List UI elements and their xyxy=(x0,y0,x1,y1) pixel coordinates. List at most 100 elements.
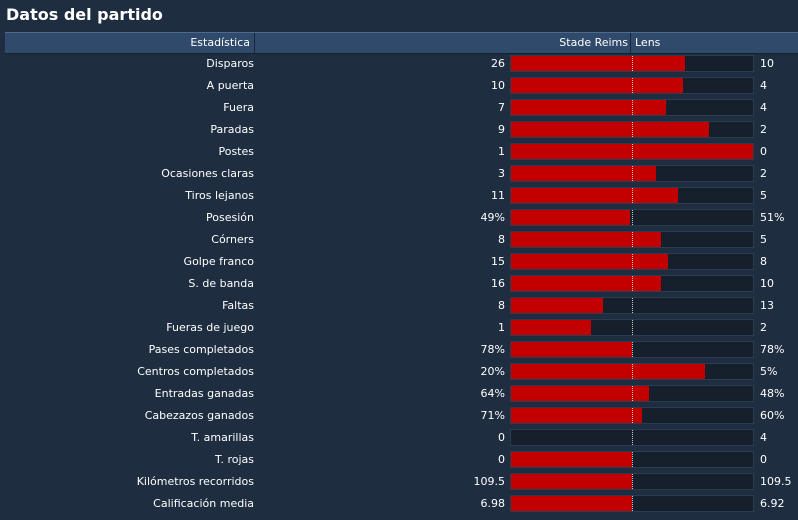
home-share-fill xyxy=(511,100,666,115)
stat-row: Entradas ganadas 64% 48% xyxy=(0,383,798,405)
stat-label: Córners xyxy=(211,233,254,246)
away-value: 5 xyxy=(760,233,767,246)
stat-row: Fuera 7 4 xyxy=(0,97,798,119)
midpoint-marker xyxy=(632,342,633,357)
comparison-bar xyxy=(510,297,754,314)
stat-label: Pases completados xyxy=(148,343,254,356)
midpoint-marker xyxy=(632,100,633,115)
stat-label: Cabezazos ganados xyxy=(144,409,254,422)
away-value: 51% xyxy=(760,211,785,224)
home-share-fill xyxy=(511,232,662,247)
midpoint-marker xyxy=(632,430,633,445)
stat-row: T. rojas 0 0 xyxy=(0,449,798,471)
stat-row: Faltas 8 13 xyxy=(0,295,798,317)
stat-row: A puerta 10 4 xyxy=(0,75,798,97)
home-value: 26 xyxy=(491,57,505,70)
away-value: 13 xyxy=(760,299,774,312)
home-value: 109.5 xyxy=(473,475,506,488)
midpoint-marker xyxy=(632,320,633,335)
away-value: 0 xyxy=(760,453,767,466)
home-share-fill xyxy=(511,298,603,313)
home-value: 6.98 xyxy=(480,497,506,510)
away-value: 0 xyxy=(760,145,767,158)
stat-row: Disparos 26 10 xyxy=(0,53,798,75)
home-value: 71% xyxy=(480,409,505,422)
stat-label: Golpe franco xyxy=(183,255,254,268)
home-value: 15 xyxy=(491,255,505,268)
midpoint-marker xyxy=(632,298,633,313)
stat-label: S. de banda xyxy=(188,277,254,290)
column-header-stat[interactable]: Estadística xyxy=(5,33,255,53)
home-value: 8 xyxy=(498,299,505,312)
comparison-bar xyxy=(510,253,754,270)
comparison-bar xyxy=(510,275,754,292)
stat-label: Postes xyxy=(218,145,254,158)
stat-label: T. rojas xyxy=(215,453,254,466)
home-value: 9 xyxy=(498,123,505,136)
home-share-fill xyxy=(511,254,669,269)
table-header: Estadística Stade Reims Lens xyxy=(5,32,798,54)
stat-row: T. amarillas 0 4 xyxy=(0,427,798,449)
stat-label: Paradas xyxy=(210,123,254,136)
away-value: 4 xyxy=(760,101,767,114)
stat-label: Fueras de juego xyxy=(166,321,254,334)
away-value: 4 xyxy=(760,79,767,92)
column-header-away-team[interactable]: Lens xyxy=(635,36,661,49)
home-share-fill xyxy=(511,364,705,379)
comparison-bar xyxy=(510,429,754,446)
away-value: 109.5 xyxy=(760,475,792,488)
midpoint-marker xyxy=(632,452,633,467)
away-value: 2 xyxy=(760,321,767,334)
away-value: 2 xyxy=(760,123,767,136)
home-share-fill xyxy=(511,166,657,181)
comparison-bar xyxy=(510,99,754,116)
stat-row: Ocasiones claras 3 2 xyxy=(0,163,798,185)
column-header-home-team[interactable]: Stade Reims xyxy=(257,33,631,53)
comparison-bar xyxy=(510,319,754,336)
stat-label: A puerta xyxy=(206,79,254,92)
stat-row: S. de banda 16 10 xyxy=(0,273,798,295)
stat-row: Tiros lejanos 11 5 xyxy=(0,185,798,207)
midpoint-marker xyxy=(632,144,633,159)
away-value: 5% xyxy=(760,365,778,378)
home-share-fill xyxy=(511,56,686,71)
home-value: 8 xyxy=(498,233,505,246)
midpoint-marker xyxy=(632,78,633,93)
midpoint-marker xyxy=(632,210,633,225)
stat-row: Posesión 49% 51% xyxy=(0,207,798,229)
comparison-bar xyxy=(510,341,754,358)
stats-table: Disparos 26 10 A puerta 10 4 Fuera 7 4 P… xyxy=(0,53,798,515)
away-value: 60% xyxy=(760,409,785,422)
comparison-bar xyxy=(510,231,754,248)
stat-label: Posesión xyxy=(206,211,254,224)
away-value: 10 xyxy=(760,57,774,70)
stat-row: Cabezazos ganados 71% 60% xyxy=(0,405,798,427)
home-value: 49% xyxy=(480,211,505,224)
midpoint-marker xyxy=(632,496,633,511)
home-share-fill xyxy=(511,320,591,335)
home-share-fill xyxy=(511,474,632,489)
home-value: 3 xyxy=(498,167,505,180)
home-share-fill xyxy=(511,188,678,203)
comparison-bar xyxy=(510,451,754,468)
comparison-bar xyxy=(510,385,754,402)
comparison-bar xyxy=(510,121,754,138)
page-title: Datos del partido xyxy=(6,5,163,24)
stat-row: Kilómetros recorridos 109.5 109.5 xyxy=(0,471,798,493)
comparison-bar xyxy=(510,209,754,226)
home-value: 1 xyxy=(498,145,505,158)
stat-label: Centros completados xyxy=(137,365,254,378)
home-value: 7 xyxy=(498,101,505,114)
stat-label: Faltas xyxy=(222,299,254,312)
stat-label: T. amarillas xyxy=(191,431,254,444)
away-value: 10 xyxy=(760,277,774,290)
home-share-fill xyxy=(511,122,710,137)
comparison-bar xyxy=(510,187,754,204)
home-share-fill xyxy=(511,452,632,467)
away-value: 78% xyxy=(760,343,785,356)
midpoint-marker xyxy=(632,276,633,291)
midpoint-marker xyxy=(632,232,633,247)
midpoint-marker xyxy=(632,408,633,423)
stat-label: Ocasiones claras xyxy=(161,167,254,180)
home-value: 10 xyxy=(491,79,505,92)
